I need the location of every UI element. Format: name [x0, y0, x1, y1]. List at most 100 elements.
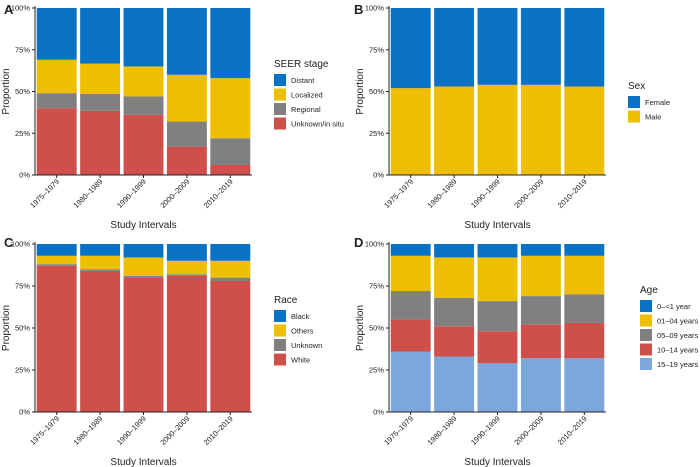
x-tick-label-d-0: 1975–1979	[382, 414, 415, 447]
bar-c-unknown-2	[123, 275, 164, 278]
bar-b-female-4	[564, 8, 605, 87]
bar-c-black-4	[210, 244, 251, 261]
x-tick-label-d-1: 1980–1989	[426, 414, 459, 447]
bar-d-05-09-years-0	[390, 291, 431, 320]
y-tick-label-a-2: 50%	[15, 87, 30, 96]
legend-label-c-others: Others	[291, 327, 314, 336]
bar-d-01-04-years-0	[390, 255, 431, 292]
bar-a-unknown-in-situ-1	[80, 110, 121, 175]
bar-b-male-3	[520, 84, 561, 175]
x-tick-label-b-3: 2000–2009	[512, 177, 545, 210]
bar-a-distant-3	[166, 8, 207, 75]
bar-b-male-4	[564, 86, 605, 175]
bar-c-unknown-1	[80, 269, 121, 271]
legend-key-b-female	[628, 96, 640, 108]
bar-d-0-1-year-3	[520, 244, 561, 256]
legend-key-b-male	[628, 110, 640, 123]
bar-a-regional-1	[80, 94, 121, 111]
y-tick-label-a-1: 25%	[15, 129, 30, 138]
x-tick-label-a-1: 1980–1989	[72, 177, 105, 210]
bar-a-localized-0	[36, 59, 77, 94]
legend-key-c-white	[274, 353, 286, 366]
bar-b-female-1	[434, 8, 475, 87]
legend-label-c-black: Black	[291, 312, 310, 321]
legend-key-a-localized	[274, 88, 286, 101]
legend-title-d: Age	[640, 285, 658, 296]
x-tick-label-c-3: 2000–2009	[158, 414, 191, 447]
panel-letter-d: D	[354, 235, 363, 250]
bar-c-black-3	[166, 244, 207, 261]
legend-label-a-unknown-in-situ: Unknown/in situ	[291, 120, 344, 129]
bar-c-white-3	[166, 275, 207, 412]
bar-c-white-1	[80, 270, 121, 412]
x-axis-title-b: Study Intervals	[464, 220, 530, 231]
legend-label-d-0-1-year: 0–<1 year	[657, 302, 691, 311]
legend-label-b-male: Male	[645, 113, 661, 122]
legend-a: SEER stage Distant Localized Regional Unknow…	[274, 59, 344, 130]
panel-letter-b: B	[354, 2, 363, 17]
legend-key-a-unknown-in-situ	[274, 117, 286, 130]
x-tick-label-a-0: 1975–1979	[28, 177, 61, 210]
panel-d: D 0% 25% 50% 75% 100% 1975–1979 1980–1989 1990–1…	[354, 235, 699, 467]
bar-a-regional-2	[123, 96, 164, 115]
legend-key-a-distant	[274, 74, 286, 86]
bar-c-others-3	[166, 260, 207, 275]
bar-d-10-14-years-1	[434, 326, 475, 357]
bar-d-0-1-year-4	[564, 244, 605, 256]
y-tick-label-c-2: 50%	[15, 324, 30, 333]
bar-d-01-04-years-4	[564, 255, 605, 295]
panel-letter-a: A	[4, 2, 14, 17]
x-tick-label-c-2: 1990–1999	[115, 414, 148, 447]
legend-title-b: Sex	[628, 81, 645, 92]
bar-d-0-1-year-2	[477, 244, 518, 258]
bar-c-others-1	[80, 255, 121, 270]
bar-d-05-09-years-1	[434, 297, 475, 327]
x-tick-label-d-2: 1990–1999	[469, 414, 502, 447]
bar-d-01-04-years-3	[520, 255, 561, 297]
bar-c-others-0	[36, 255, 77, 265]
panel-b: B 0% 25% 50% 75% 100% 1975–1979 1980–1989 1990–1…	[354, 2, 670, 231]
bar-d-05-09-years-2	[477, 301, 518, 332]
bar-d-10-14-years-0	[390, 319, 431, 352]
legend-key-d-0-1-year	[640, 300, 652, 312]
bar-b-female-3	[520, 8, 561, 85]
bar-c-black-0	[36, 244, 77, 256]
legend-key-a-regional	[274, 103, 286, 115]
legend-key-d-01-04-years	[640, 314, 652, 327]
legend-label-c-unknown: Unknown	[291, 341, 322, 350]
x-tick-label-b-4: 2010–2019	[556, 177, 589, 210]
legend-label-d-15-19-years: 15–19 years	[657, 360, 699, 369]
x-axis-title-d: Study Intervals	[464, 457, 530, 467]
y-tick-label-a-4: 100%	[11, 4, 31, 13]
bar-a-localized-3	[166, 74, 207, 122]
bar-a-unknown-in-situ-3	[166, 146, 207, 175]
bar-a-localized-4	[210, 78, 251, 139]
bar-a-unknown-in-situ-2	[123, 114, 164, 175]
bar-a-distant-2	[123, 8, 164, 67]
bar-d-01-04-years-2	[477, 257, 518, 302]
bar-c-black-2	[123, 244, 164, 258]
y-tick-label-d-4: 100%	[365, 240, 385, 249]
y-tick-label-c-0: 0%	[19, 408, 30, 417]
bar-a-distant-0	[36, 8, 77, 60]
legend-key-c-others	[274, 324, 286, 337]
bar-b-male-0	[390, 88, 431, 175]
bar-a-regional-4	[210, 138, 251, 165]
bar-d-10-14-years-3	[520, 324, 561, 359]
x-axis-title-c: Study Intervals	[110, 457, 176, 467]
panel-a: A 0% 25% 50% 75% 100% 1975–1979 1980–1989 1990–1…	[1, 2, 344, 231]
bar-d-05-09-years-4	[564, 294, 605, 323]
legend-key-c-black	[274, 310, 286, 322]
x-tick-label-b-1: 1980–1989	[426, 177, 459, 210]
bar-b-female-0	[390, 8, 431, 89]
legend-label-d-05-09-years: 05–09 years	[657, 331, 699, 340]
bar-a-regional-3	[166, 121, 207, 147]
legend-label-a-distant: Distant	[291, 76, 315, 85]
bar-b-female-2	[477, 8, 518, 85]
bar-c-unknown-3	[166, 274, 207, 276]
legend-label-a-regional: Regional	[291, 105, 321, 114]
x-tick-label-b-2: 1990–1999	[469, 177, 502, 210]
legend-label-c-white: White	[291, 356, 310, 365]
bar-a-localized-2	[123, 66, 164, 97]
bar-c-unknown-0	[36, 264, 77, 266]
